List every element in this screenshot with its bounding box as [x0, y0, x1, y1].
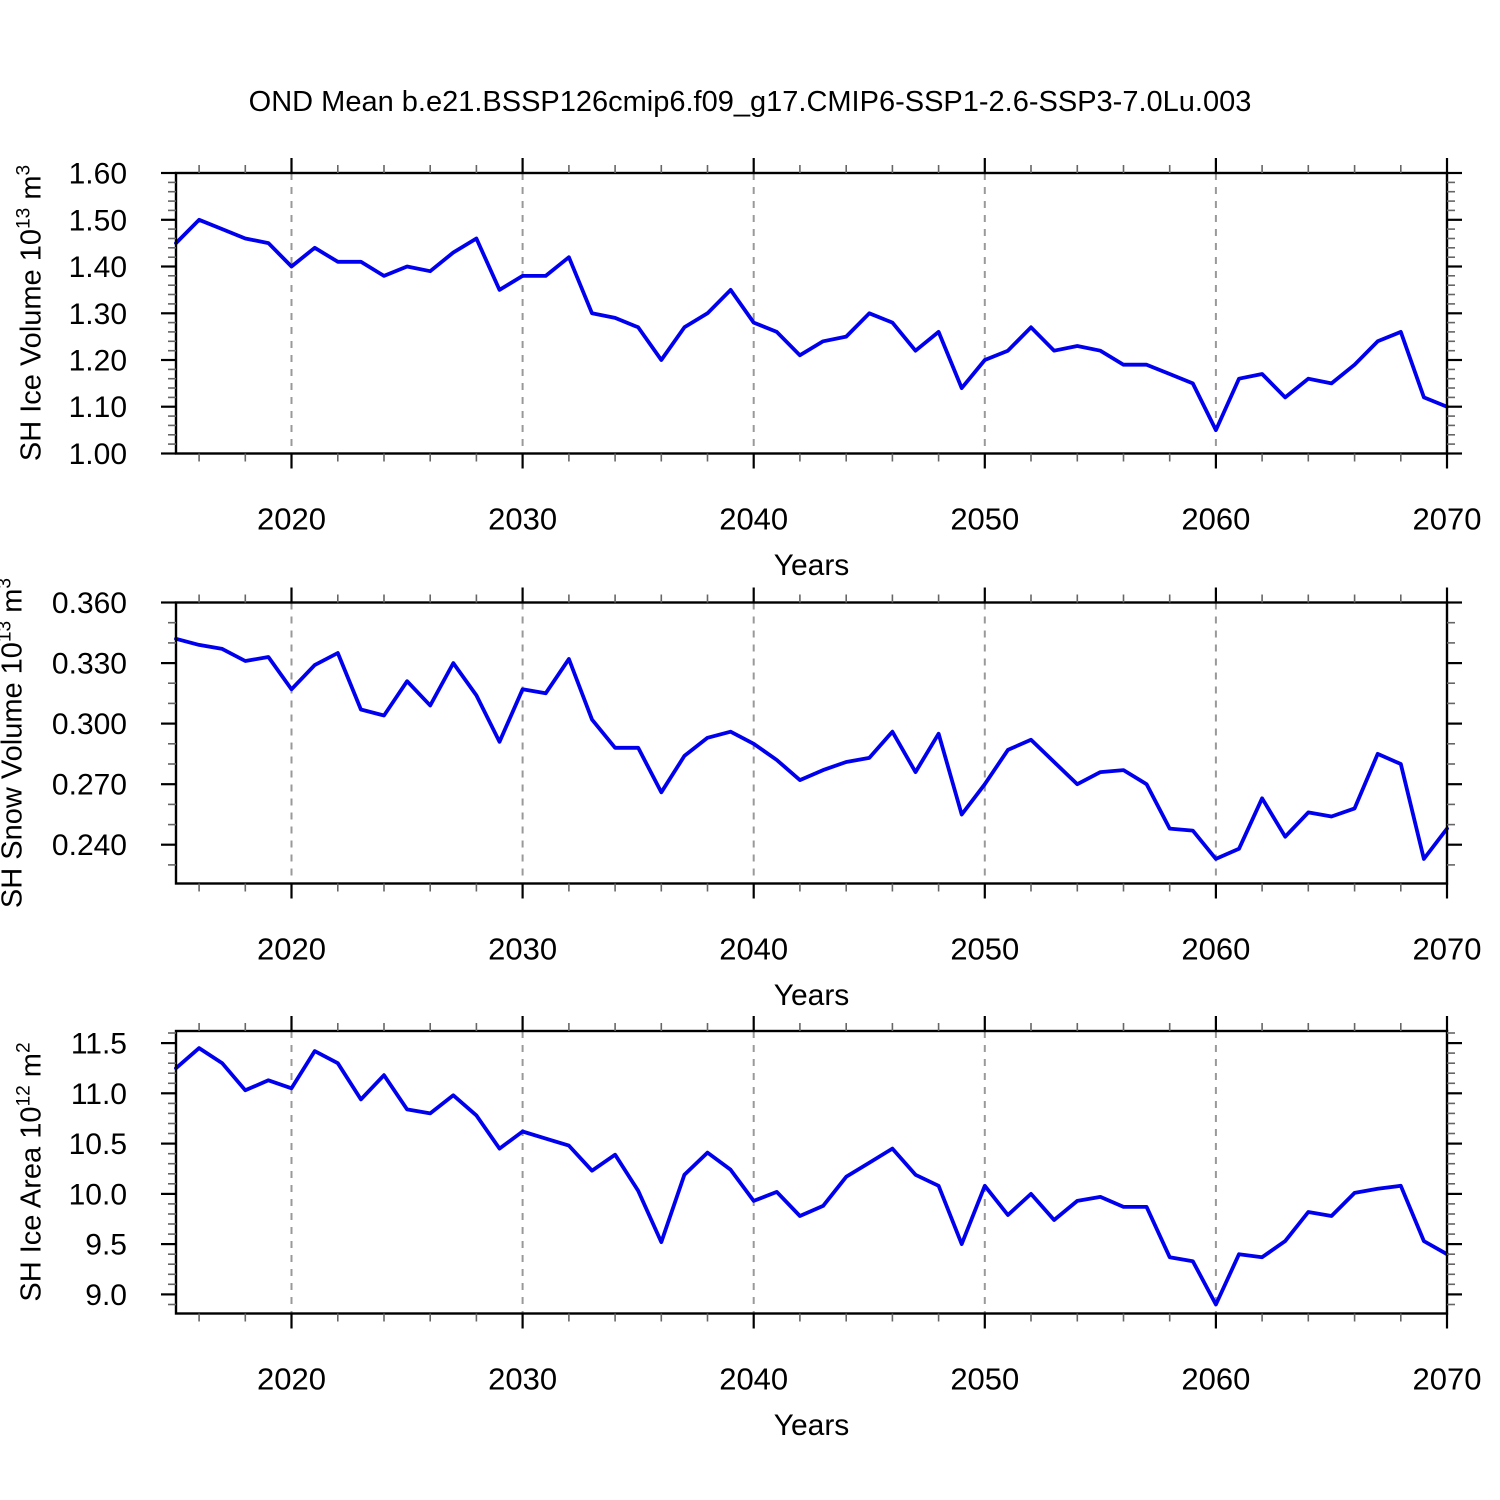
x-tick-label: 2050: [950, 932, 1019, 967]
x-tick-label: 2070: [1413, 932, 1482, 967]
y-tick-label: 9.5: [85, 1229, 127, 1262]
y-tick-label: 11.0: [71, 1078, 127, 1111]
y-axis-label-unit-exponent: 2: [13, 1042, 35, 1054]
x-tick-label: 2040: [719, 502, 788, 537]
y-tick-label: 1.00: [69, 438, 127, 471]
sh-ice-area-series-line: [174, 1046, 1449, 1307]
plot-frame: [174, 171, 1449, 455]
x-tick-label: 2030: [488, 1362, 557, 1397]
plot-frame: [174, 1029, 1449, 1315]
y-axis-label-sh-ice-area: SH Ice Area 1012 m2: [14, 1042, 49, 1301]
sh-snow-volume-series-line: [174, 636, 1449, 861]
y-tick-label: 0.300: [52, 708, 127, 741]
x-tick-label: 2030: [488, 502, 557, 537]
x-tick-label: 2020: [257, 932, 326, 967]
panel-sh-snow-volume: 0.240 0.270 0.300 0.330 0.360 2020 2030 2040 205…: [52, 587, 1482, 967]
y-axis-label-sh-snow-volume: SH Snow Volume 1013 m3: [0, 578, 29, 908]
y-tick-label: 0.360: [52, 587, 127, 620]
y-axis-label-unit: m: [0, 589, 28, 621]
x-tick-label: 2070: [1413, 1362, 1482, 1397]
y-axis-label-exponent: 13: [13, 207, 35, 229]
x-axis-title: Years: [773, 1409, 850, 1442]
y-axis-label-exponent: 13: [0, 620, 16, 643]
y-axis-label-text: SH Ice Volume 10: [15, 229, 48, 462]
x-tick-label: 2030: [488, 932, 557, 967]
y-axis-label-text: SH Snow Volume 10: [0, 642, 29, 909]
y-axis-label-unit: m: [15, 1053, 48, 1086]
y-tick-label: 0.270: [52, 769, 127, 802]
x-tick-label: 2060: [1181, 932, 1250, 967]
plot-frame: [174, 601, 1449, 885]
y-tick-label: 1.50: [69, 204, 127, 237]
y-axis-label-unit-exponent: 3: [0, 578, 16, 589]
x-tick-label: 2040: [719, 1362, 788, 1397]
y-axis-label-sh-ice-volume: SH Ice Volume 1013 m3: [14, 165, 49, 461]
x-tick-label: 2050: [950, 1362, 1019, 1397]
y-tick-label: 0.240: [52, 829, 127, 862]
y-tick-label: 10.5: [69, 1128, 127, 1161]
x-tick-label: 2040: [719, 932, 788, 967]
y-axis-label-unit: m: [15, 175, 48, 208]
panel-sh-ice-area: 9.0 9.5 10.0 10.5 11.0 11.5 2020 2030 2040 2050 20…: [69, 1016, 1482, 1397]
y-tick-label: 10.0: [69, 1178, 127, 1211]
x-axis-title: Years: [773, 549, 850, 582]
x-tick-label: 2020: [257, 1362, 326, 1397]
y-axis-label-exponent: 12: [13, 1085, 35, 1107]
y-tick-label: 1.20: [69, 345, 127, 378]
y-tick-label: 1.60: [69, 158, 127, 191]
panel-sh-ice-volume: 1.00 1.10 1.20 1.30 1.40 1.50 1.60 2020 2030 2040…: [69, 158, 1482, 537]
y-tick-label: 1.40: [69, 251, 127, 284]
x-tick-label: 2060: [1181, 502, 1250, 537]
x-tick-label: 2020: [257, 502, 326, 537]
y-tick-label: 11.5: [71, 1028, 127, 1061]
y-tick-label: 0.330: [52, 648, 127, 681]
y-tick-label: 1.30: [69, 298, 127, 331]
chart-title: OND Mean b.e21.BSSP126cmip6.f09_g17.CMIP…: [248, 86, 1252, 118]
x-axis-title: Years: [773, 979, 850, 1012]
y-axis-label-text: SH Ice Area 10: [15, 1106, 48, 1302]
y-tick-label: 9.0: [85, 1279, 127, 1312]
y-axis-label-unit-exponent: 3: [13, 164, 35, 176]
x-tick-label: 2060: [1181, 1362, 1250, 1397]
x-tick-label: 2050: [950, 502, 1019, 537]
sh-ice-volume-series-line: [174, 217, 1449, 433]
y-tick-label: 1.10: [69, 391, 127, 424]
x-tick-label: 2070: [1413, 502, 1482, 537]
